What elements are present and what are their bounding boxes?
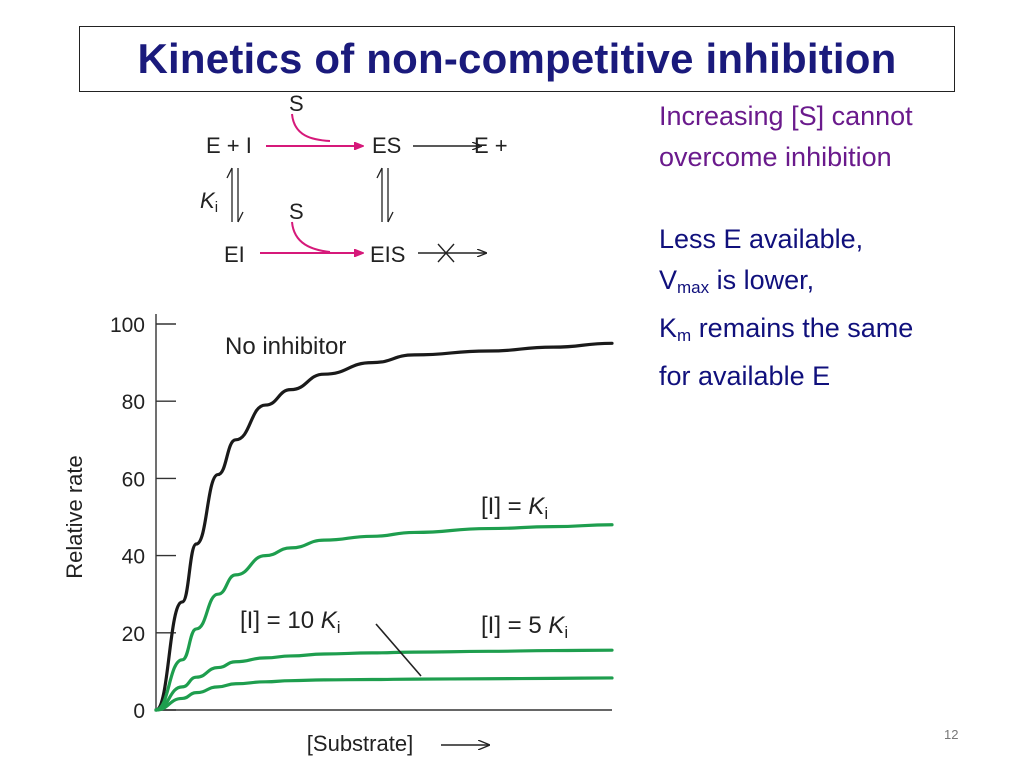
- substrate-label-bottom: S: [289, 199, 304, 224]
- species-es: ES: [372, 133, 401, 158]
- y-tick-label-20: 20: [122, 623, 145, 646]
- y-tick-label-40: 40: [122, 546, 145, 569]
- leader-line-10ki: [375, 623, 422, 677]
- series-line-2: [154, 648, 614, 712]
- note-line-2: overcome inhibition: [659, 142, 892, 172]
- note-line-3: Less E available,: [659, 224, 864, 254]
- y-tick-label-100: 100: [110, 314, 145, 337]
- series-label-i-equals-10ki: [I] = 10 Ki: [240, 607, 341, 637]
- equilibrium-arrows-right: [376, 167, 394, 223]
- reaction-scheme: S E + I ES E + P Ki S EI EIS: [200, 92, 510, 267]
- note-km: Km remains the same: [659, 313, 914, 345]
- notes-text: Increasing [S] cannot overcome inhibitio…: [659, 96, 1009, 397]
- y-tick-label-60: 60: [122, 468, 145, 491]
- substrate-binding-arrow-bottom: [291, 221, 331, 253]
- species-eis: EIS: [370, 242, 405, 267]
- species-e-plus-p: E + P: [474, 133, 510, 158]
- slide-title: Kinetics of non-competitive inhibition: [79, 26, 955, 92]
- ki-label: Ki: [200, 188, 218, 216]
- slide-number: 12: [944, 727, 959, 742]
- y-tick-label-0: 0: [133, 700, 145, 723]
- series-line-1: [154, 523, 614, 712]
- species-ei: EI: [224, 242, 245, 267]
- series-label-no-inhibitor: No inhibitor: [225, 333, 346, 360]
- substrate-label-top: S: [289, 92, 304, 116]
- species-e-plus-i: E + I: [206, 133, 252, 158]
- equilibrium-arrows-left: [226, 167, 244, 223]
- note-line-6: for available E: [659, 361, 831, 391]
- y-axis-label: Relative rate: [62, 455, 87, 579]
- series-label-i-equals-ki: [I] = Ki: [481, 493, 548, 523]
- series-line-0: [154, 341, 614, 712]
- substrate-binding-arrow-top: [291, 113, 331, 142]
- x-axis-label: [Substrate]: [307, 731, 413, 756]
- series-label-i-equals-5ki: [I] = 5 Ki: [481, 612, 568, 642]
- note-vmax: Vmax is lower,: [659, 265, 815, 297]
- note-line-1: Increasing [S] cannot: [659, 101, 913, 131]
- blocked-cross-icon: [437, 243, 455, 263]
- series-line-3: [154, 676, 614, 712]
- y-tick-label-80: 80: [122, 391, 145, 414]
